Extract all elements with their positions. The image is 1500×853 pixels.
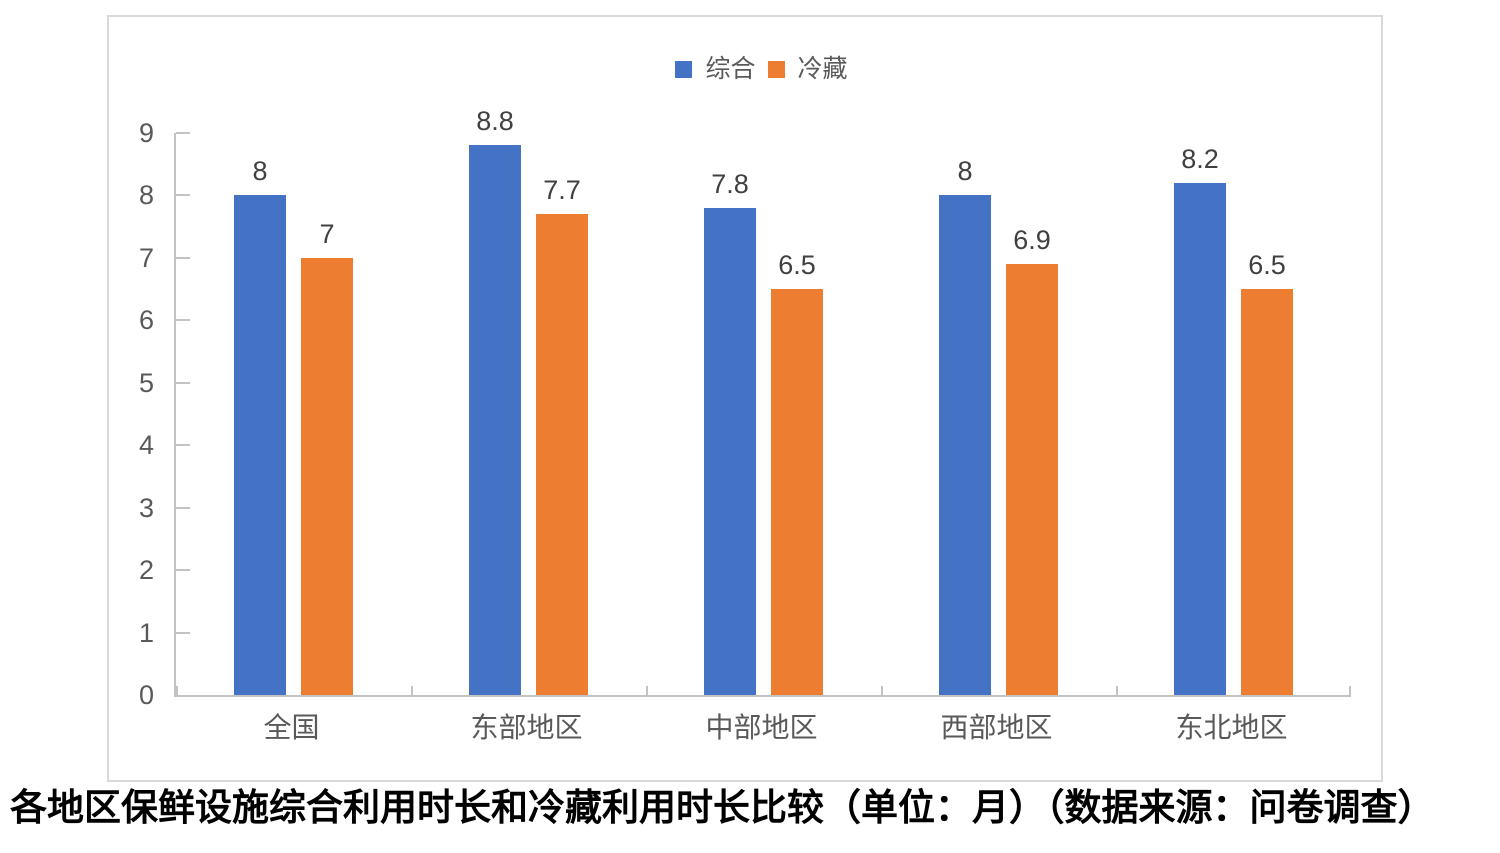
- x-tick: [881, 686, 883, 695]
- bar-value-label: 8: [957, 156, 973, 186]
- y-tick: [176, 631, 190, 634]
- category-label: 中部地区: [705, 712, 818, 743]
- bar: [234, 195, 286, 695]
- y-tick: [176, 506, 190, 509]
- y-tick: [176, 256, 190, 259]
- bar: [469, 145, 521, 695]
- bar-value-label: 6.5: [778, 250, 816, 280]
- category-label: 东部地区: [470, 712, 583, 743]
- y-axis-label: 5: [138, 367, 154, 398]
- bar: [1174, 183, 1226, 695]
- bar-value-label: 7.8: [711, 169, 749, 199]
- legend-label: 综合: [705, 55, 756, 83]
- y-axis-label: 4: [138, 430, 154, 461]
- y-axis-label: 9: [138, 118, 154, 148]
- bar: [1006, 264, 1058, 695]
- chart-frame: 综合 冷藏 8 8.8 7.8 8 8.2 7 7.7 6.5 6.9 6.5 0 1 2 3 4 5 6 7 8 9…: [107, 15, 1383, 782]
- chart-legend: 综合 冷藏: [174, 55, 1349, 83]
- y-axis-label: 0: [138, 680, 154, 710]
- bar-value-label: 6.9: [1013, 225, 1051, 255]
- y-axis-label: 8: [138, 180, 154, 211]
- legend-swatch: [767, 60, 785, 78]
- x-tick: [411, 686, 413, 695]
- legend-swatch: [675, 60, 693, 78]
- bar-value-label: 8.8: [476, 106, 514, 136]
- x-tick: [1116, 686, 1118, 695]
- category-label: 全国: [263, 712, 320, 743]
- y-tick: [176, 194, 190, 197]
- y-tick: [176, 444, 190, 447]
- y-axis-label: 3: [138, 492, 154, 523]
- y-axis-label: 6: [138, 305, 154, 336]
- category-label: 东北地区: [1175, 712, 1288, 743]
- bar-value-label: 7: [319, 219, 335, 249]
- bar: [301, 258, 353, 695]
- y-tick: [176, 132, 190, 134]
- category-label: 西部地区: [940, 712, 1053, 743]
- y-axis-label: 1: [138, 617, 154, 648]
- legend-item: 冷藏: [767, 55, 848, 83]
- bar: [704, 208, 756, 695]
- chart-caption: 各地区保鲜设施综合利用时长和冷藏利用时长比较（单位：月）（数据来源：问卷调查）: [10, 787, 1435, 828]
- bar: [771, 289, 823, 695]
- x-tick: [646, 686, 648, 695]
- y-tick: [176, 569, 190, 572]
- x-tick: [1349, 686, 1351, 695]
- y-tick: [176, 319, 190, 322]
- bar-value-label: 8.2: [1181, 144, 1219, 174]
- y-tick: [176, 381, 190, 384]
- legend-label: 冷藏: [797, 55, 848, 83]
- bar: [536, 214, 588, 695]
- bar-value-label: 8: [252, 156, 268, 186]
- bar: [939, 195, 991, 695]
- bar: [1241, 289, 1293, 695]
- y-axis-label: 2: [138, 555, 154, 586]
- y-axis-label: 7: [138, 242, 154, 273]
- bar-value-label: 7.7: [543, 175, 581, 205]
- x-tick: [176, 686, 178, 695]
- legend-item: 综合: [675, 55, 756, 83]
- bar-value-label: 6.5: [1248, 250, 1286, 280]
- plot-area: 8 8.8 7.8 8 8.2 7 7.7 6.5 6.9 6.5: [174, 106, 1351, 697]
